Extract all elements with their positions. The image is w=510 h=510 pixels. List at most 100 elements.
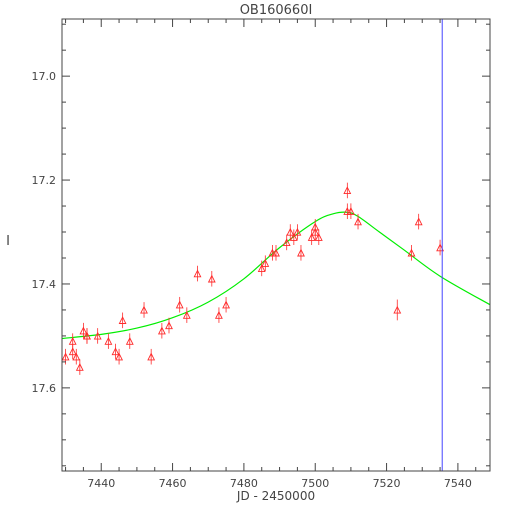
data-point	[293, 224, 302, 240]
x-tick-label: 7500	[301, 477, 329, 490]
y-axis-label: I	[6, 234, 10, 249]
plot-frame	[61, 18, 491, 472]
triangle-marker	[165, 321, 173, 330]
triangle-marker	[414, 217, 423, 226]
triangle-marker	[111, 347, 120, 356]
data-point	[147, 348, 156, 365]
data-point	[307, 229, 316, 245]
model-layer	[61, 211, 491, 340]
points-layer	[61, 182, 445, 375]
triangle-marker	[311, 227, 320, 236]
data-point	[165, 317, 173, 334]
triangle-marker	[354, 217, 362, 226]
x-tick-label: 7540	[444, 477, 472, 490]
triangle-marker	[307, 232, 316, 241]
triangle-marker	[343, 186, 352, 195]
y-tick-label: 17.4	[32, 278, 57, 291]
data-point	[222, 296, 231, 313]
data-point	[286, 224, 295, 240]
x-tick-label: 7520	[373, 477, 401, 490]
data-point	[115, 348, 124, 365]
triangle-marker	[104, 336, 113, 345]
plot-area	[61, 19, 491, 471]
triangle-marker	[282, 238, 291, 247]
data-point	[354, 213, 362, 230]
model-curve	[61, 211, 491, 340]
triangle-marker	[68, 336, 77, 345]
data-point	[414, 213, 423, 230]
data-point	[343, 182, 352, 199]
triangle-marker	[72, 352, 81, 361]
triangle-marker	[175, 300, 184, 309]
triangle-marker	[214, 310, 223, 319]
data-point	[407, 245, 416, 261]
data-point	[182, 307, 191, 323]
data-point	[311, 224, 320, 240]
data-point	[297, 245, 305, 261]
x-tick-label: 7460	[159, 477, 187, 490]
triangle-marker	[346, 206, 355, 215]
data-point	[75, 359, 84, 375]
data-point	[83, 328, 91, 344]
data-point	[207, 270, 216, 287]
data-point	[68, 333, 77, 349]
triangle-marker	[261, 258, 270, 267]
triangle-marker	[79, 326, 88, 335]
data-point	[393, 299, 402, 321]
data-point	[257, 260, 266, 277]
data-point	[125, 333, 134, 349]
data-point	[436, 239, 445, 256]
data-point	[282, 234, 291, 251]
y-tick-label: 17.6	[32, 382, 57, 395]
data-point	[79, 322, 88, 339]
data-point	[104, 333, 113, 349]
x-tick-label: 7440	[87, 477, 115, 490]
data-point	[93, 328, 102, 344]
triangle-marker	[115, 352, 124, 361]
data-point	[140, 302, 148, 318]
triangle-marker	[286, 227, 295, 236]
triangle-marker	[407, 248, 416, 257]
triangle-marker	[293, 227, 302, 236]
triangle-marker	[61, 352, 70, 361]
data-point	[72, 348, 81, 365]
triangle-marker	[272, 248, 280, 257]
triangle-marker	[125, 336, 134, 345]
data-point	[193, 265, 202, 282]
data-point	[272, 245, 280, 261]
triangle-marker	[147, 352, 156, 361]
triangle-marker	[222, 300, 231, 309]
data-point	[214, 307, 223, 323]
data-point	[261, 255, 270, 271]
triangle-marker	[393, 305, 402, 314]
data-point	[289, 229, 298, 245]
triangle-marker	[182, 310, 191, 319]
y-tick-label: 17.0	[32, 70, 57, 83]
data-point	[157, 322, 166, 339]
triangle-marker	[118, 316, 127, 324]
triangle-marker	[68, 347, 77, 356]
triangle-marker	[157, 326, 166, 335]
triangle-marker	[257, 264, 266, 273]
triangle-marker	[93, 331, 102, 340]
data-point	[314, 229, 323, 245]
data-point	[111, 343, 120, 360]
triangle-marker	[75, 362, 84, 371]
ticks-layer: 7440 7460 7480 7500 7520 7540 17.0 17.2 17.4 17.6	[32, 19, 490, 490]
x-tick-label: 7480	[230, 477, 258, 490]
data-point	[346, 203, 355, 220]
y-tick-label: 17.2	[32, 174, 57, 187]
x-axis-label: JD - 2450000	[236, 489, 315, 503]
triangle-marker	[207, 274, 216, 283]
data-point	[118, 312, 127, 329]
triangle-marker	[297, 248, 305, 257]
triangle-marker	[83, 331, 91, 340]
triangle-marker	[289, 232, 298, 241]
data-point	[175, 296, 184, 313]
triangle-marker	[436, 243, 445, 252]
chart-title: OB160660I	[240, 3, 313, 18]
triangle-marker	[314, 232, 323, 241]
triangle-marker	[193, 269, 202, 278]
triangle-marker	[140, 305, 148, 314]
